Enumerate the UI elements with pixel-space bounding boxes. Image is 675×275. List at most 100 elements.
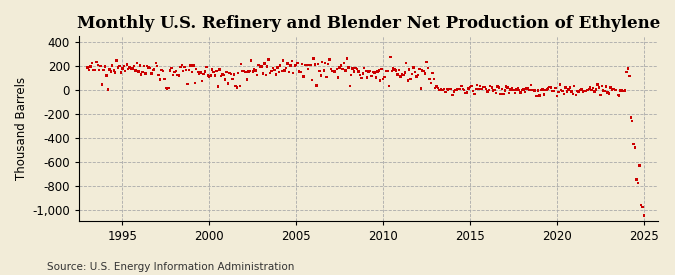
Point [291,63,302,67]
Point [635,203,646,207]
Point [262,64,273,69]
Point [213,84,223,89]
Point [625,115,636,120]
Point [424,77,435,81]
Point [553,90,564,94]
Point [105,69,116,73]
Point [622,66,633,71]
Point [151,61,161,65]
Point [504,91,514,95]
Point [368,70,379,74]
Point [200,69,211,74]
Point [85,65,96,69]
Point [515,90,526,95]
Point [520,90,531,94]
Point [630,145,641,150]
Point [373,68,384,73]
Point [431,84,442,89]
Point [441,87,452,91]
Point [253,63,264,67]
Point [378,77,389,81]
Point [202,73,213,78]
Point [298,74,309,79]
Point [392,72,403,77]
Point [624,73,634,78]
Point [137,70,148,74]
Point [122,62,132,67]
Point [414,67,425,71]
Point [308,56,319,61]
Point [323,62,333,66]
Point [147,68,158,73]
Point [376,67,387,71]
Point [498,92,509,96]
Point [547,89,558,93]
Point [588,86,599,90]
Point [261,73,271,77]
Point [491,91,502,95]
Point [429,77,439,81]
Point [215,74,226,78]
Point [149,67,160,72]
Point [88,68,99,72]
Point [439,87,450,91]
Point [240,70,251,74]
Point [175,65,186,69]
Point [559,92,570,97]
Point [540,87,551,92]
Point [103,87,113,92]
Point [618,89,629,94]
Point [180,65,190,69]
Point [558,89,568,93]
Point [574,88,585,92]
Point [610,88,620,92]
Point [334,65,345,70]
Point [544,85,555,89]
Point [421,60,432,64]
Point [162,86,173,90]
Point [564,85,575,90]
Point [214,67,225,72]
Point [91,60,102,64]
Point [159,77,170,81]
Point [533,89,543,93]
Point [146,71,157,76]
Point [315,73,326,78]
Point [263,57,274,62]
Point [448,93,458,97]
Point [364,68,375,73]
Point [123,67,134,71]
Point [344,84,355,88]
Point [301,62,312,67]
Point [115,70,126,75]
Point [86,61,97,65]
Point [97,82,107,87]
Point [612,93,623,97]
Point [518,87,529,92]
Point [627,119,638,123]
Point [369,70,380,75]
Point [252,73,263,77]
Point [209,70,219,74]
Point [165,68,176,73]
Point [192,70,203,74]
Point [118,64,129,68]
Point [186,70,197,74]
Point [411,74,422,79]
Point [343,65,354,70]
Point [220,77,231,81]
Point [340,68,351,73]
Point [537,87,548,92]
Point [358,72,369,76]
Point [249,67,260,72]
Point [402,78,413,83]
Point [481,87,491,91]
Point [224,71,235,75]
Point [286,59,297,63]
Point [425,81,436,85]
Point [321,75,332,79]
Point [101,73,112,78]
Point [634,163,645,167]
Point [311,83,322,87]
Point [217,73,227,77]
